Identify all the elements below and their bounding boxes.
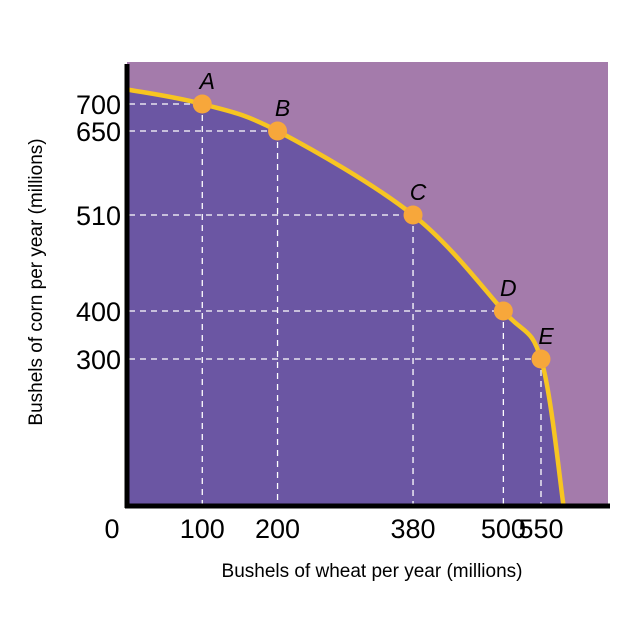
point-d	[493, 301, 513, 321]
point-b	[268, 121, 288, 141]
y-tick-label: 650	[76, 117, 121, 147]
origin-label: 0	[104, 514, 119, 544]
y-tick-label: 300	[76, 345, 121, 375]
point-label-a: A	[198, 68, 215, 94]
point-label-d: D	[500, 275, 517, 301]
x-tick-label: 100	[180, 514, 225, 544]
y-tick-label: 400	[76, 297, 121, 327]
x-tick-label: 380	[391, 514, 436, 544]
point-label-b: B	[275, 95, 290, 121]
point-label-c: C	[410, 179, 427, 205]
x-tick-label: 500	[481, 514, 526, 544]
point-e	[531, 349, 551, 369]
point-c	[403, 205, 423, 225]
data-points	[192, 94, 551, 369]
x-axis-title: Bushels of wheat per year (millions)	[222, 561, 523, 582]
point-label-e: E	[538, 323, 554, 349]
guide-lines	[129, 103, 542, 504]
y-tick-label: 510	[76, 201, 121, 231]
x-tick-label: 550	[518, 514, 563, 544]
y-axis-title: Bushels of corn per year (millions)	[26, 138, 47, 425]
inside-region	[127, 89, 564, 507]
y-tick-label: 700	[76, 90, 121, 120]
x-tick-label: 200	[255, 514, 300, 544]
point-a	[192, 94, 212, 114]
point-labels: A B C DE	[198, 68, 555, 349]
